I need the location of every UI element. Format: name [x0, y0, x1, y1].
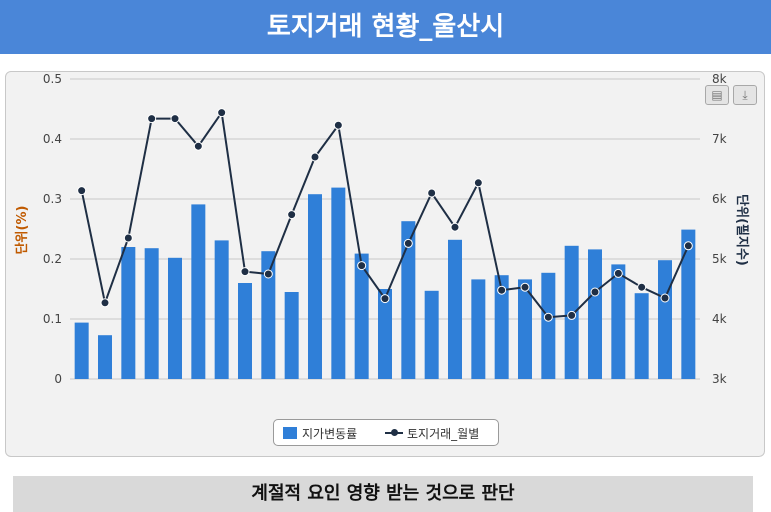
line-point [450, 222, 460, 232]
line-point [637, 282, 647, 292]
y-tick-label: 0.1 [43, 312, 62, 326]
bar [378, 289, 392, 379]
line-point [567, 310, 577, 320]
bar [588, 249, 602, 379]
line-point [660, 293, 670, 303]
y2-tick-label: 7k [712, 132, 727, 146]
line-point [497, 285, 507, 295]
bar [518, 279, 532, 379]
line-point [217, 108, 227, 118]
bar [331, 187, 346, 379]
download-icon: ⤓ [742, 88, 748, 102]
line-point [357, 261, 367, 271]
line-point [520, 282, 530, 292]
bar [401, 221, 416, 379]
bar [238, 283, 252, 379]
conclusion-text: 계절적 요인 영향 받는 것으로 판단 [13, 476, 753, 512]
y-tick-label: 0.4 [43, 132, 62, 146]
bar [611, 264, 626, 379]
bar [144, 248, 159, 379]
bar [424, 290, 439, 379]
page-title: 토지거래 현황_울산시 [0, 0, 771, 54]
line-point [613, 268, 623, 278]
bar [191, 204, 206, 379]
line-point [683, 241, 693, 251]
line-point [310, 152, 320, 162]
line-point [427, 188, 437, 198]
line-point [380, 294, 390, 304]
y2-tick-label: 4k [712, 312, 727, 326]
bar [98, 335, 112, 379]
line-point [240, 267, 250, 277]
bar [284, 292, 299, 379]
bar [74, 322, 89, 379]
print-icon: ▤ [711, 88, 723, 102]
legend-label-line[interactable]: 토지거래_월별 [407, 427, 480, 441]
y2-axis-label: 단위(필지수) [734, 194, 750, 266]
legend-swatch-marker [391, 429, 398, 436]
bar [448, 239, 462, 379]
bar [121, 247, 136, 379]
line-point [590, 287, 600, 297]
bar [541, 272, 556, 379]
y2-tick-label: 6k [712, 192, 727, 206]
line-point [193, 141, 203, 151]
bar [168, 257, 182, 379]
chart-legend: 지가변동률 토지거래_월별 [273, 419, 499, 446]
y-tick-label: 0.5 [43, 72, 62, 86]
line-point [77, 186, 87, 196]
line-point [147, 114, 157, 124]
bar [681, 229, 696, 379]
bar [658, 260, 672, 379]
bar [261, 251, 276, 379]
y-tick-label: 0.3 [43, 192, 62, 206]
y2-tick-label: 5k [712, 252, 727, 266]
line-point [403, 238, 413, 248]
legend-label-bar[interactable]: 지가변동률 [302, 427, 358, 441]
bar [308, 194, 322, 379]
bar [634, 293, 649, 379]
legend-swatch-bar [283, 427, 297, 439]
y2-tick-label: 3k [712, 372, 727, 386]
y-tick-label: 0.2 [43, 252, 62, 266]
y-axis-label: 단위(%) [14, 206, 30, 255]
line-point [170, 114, 180, 124]
bar [354, 253, 369, 379]
line-point [333, 120, 343, 130]
line-point [123, 233, 133, 243]
bar [214, 240, 229, 379]
line-point [473, 178, 483, 188]
bar [494, 275, 509, 379]
y-tick-label: 0 [54, 372, 62, 386]
print-button[interactable]: ▤ [705, 85, 729, 105]
line-point [287, 210, 297, 220]
y2-tick-label: 8k [712, 72, 727, 86]
line-point [543, 312, 553, 322]
line-point [263, 269, 273, 279]
bar [471, 279, 486, 379]
line-point [100, 298, 110, 308]
download-button[interactable]: ⤓ [733, 85, 757, 105]
